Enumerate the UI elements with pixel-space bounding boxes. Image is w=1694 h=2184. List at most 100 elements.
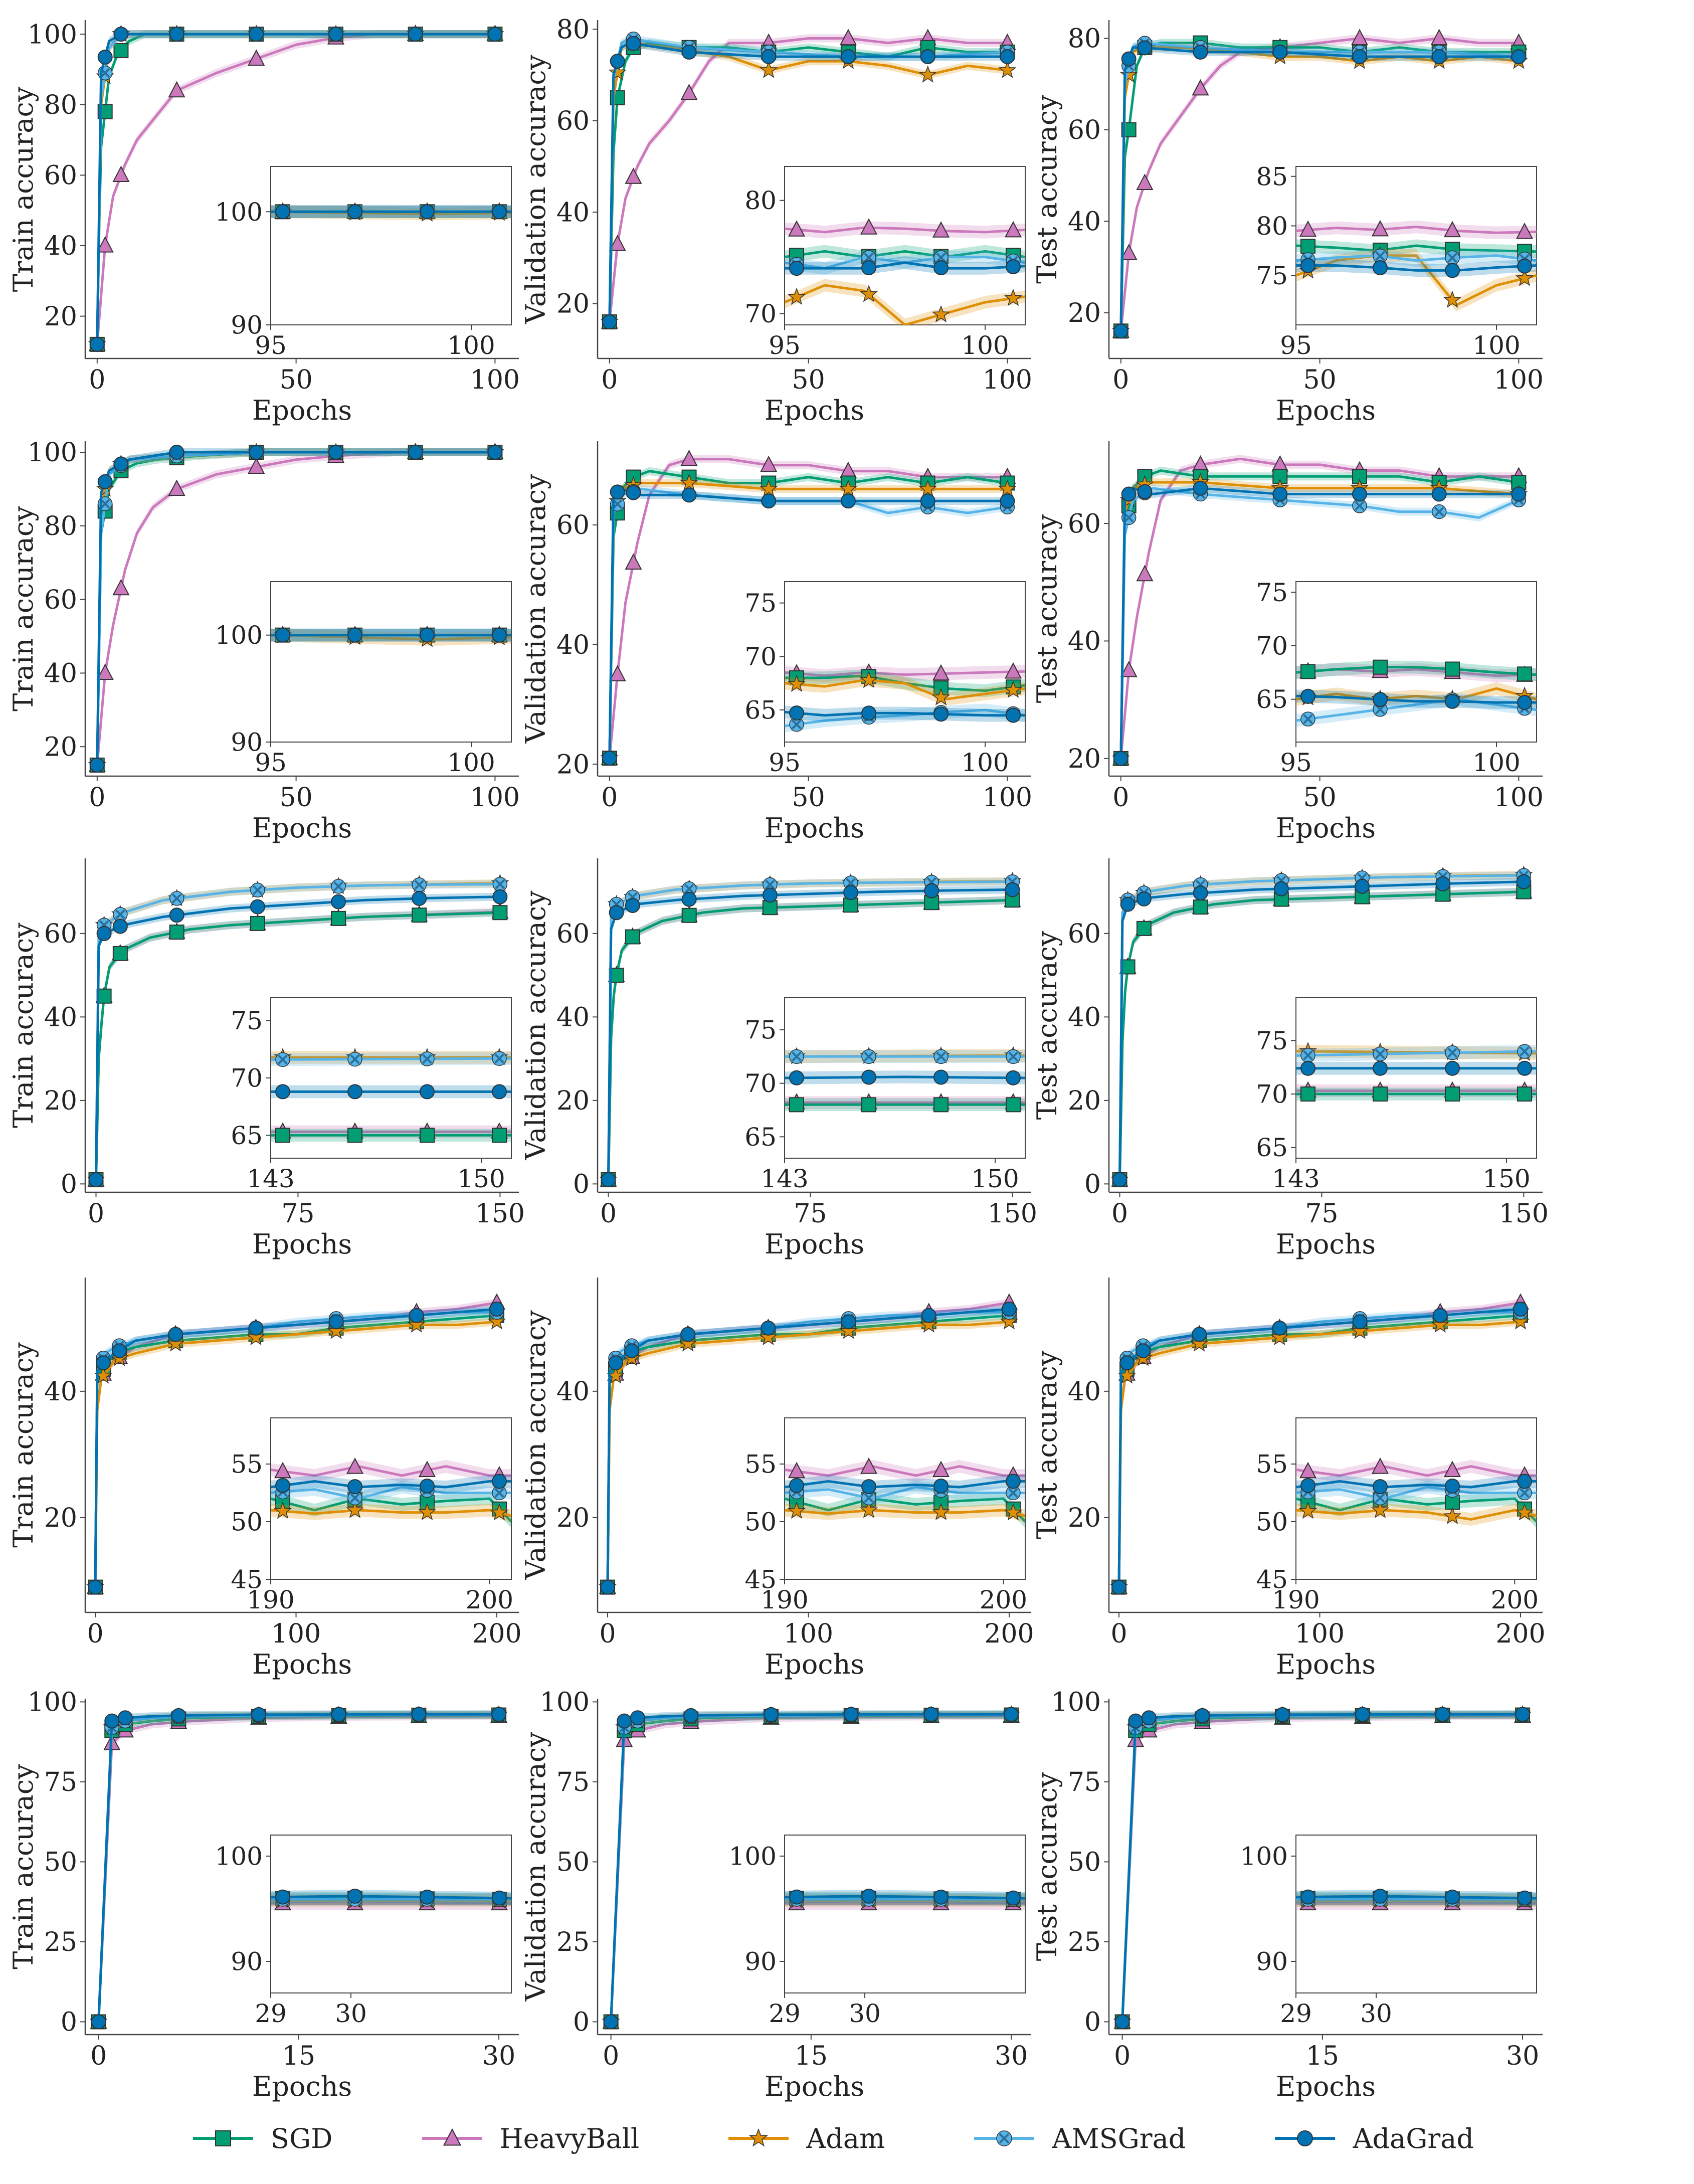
marker-amsgrad (1517, 1044, 1532, 1059)
marker-adagrad (328, 1314, 344, 1330)
marker-adam (787, 674, 806, 692)
y-tick-label: 90 (744, 1947, 777, 1976)
y-tick-label: 20 (1068, 744, 1101, 774)
marker-adagrad (1511, 486, 1527, 502)
x-tick-label: 30 (995, 2041, 1028, 2071)
legend-label: HeavyBall (499, 2122, 640, 2154)
series-line-adam (1296, 687, 1537, 701)
y-tick-label: 90 (231, 1947, 263, 1976)
y-tick-label: 70 (744, 642, 777, 671)
marker-adam (273, 1501, 292, 1519)
marker-adagrad (1272, 1320, 1287, 1336)
y-axis-label: Test accuracy (1031, 1772, 1063, 1961)
marker-adagrad (1005, 882, 1020, 897)
marker-heavyball (1371, 220, 1389, 237)
y-tick-label: 80 (44, 511, 77, 541)
marker-adagrad (347, 204, 362, 220)
series-line-amsgrad (271, 1486, 511, 1500)
marker-adagrad (249, 445, 264, 460)
x-tick-label: 0 (601, 783, 618, 813)
series-line-amsgrad (1296, 698, 1537, 722)
y-tick-label: 40 (44, 659, 77, 689)
x-tick-label: 200 (1491, 1585, 1539, 1614)
marker-heavyball (1120, 661, 1138, 677)
y-tick-label: 50 (1068, 1848, 1101, 1878)
marker-adagrad (861, 260, 876, 276)
y-tick-label: 0 (573, 1170, 590, 1200)
marker-sgd (492, 1128, 507, 1143)
marker-cross (1447, 253, 1457, 263)
marker-adagrad (1373, 260, 1388, 276)
marker-adagrad (1517, 1890, 1532, 1906)
marker (443, 2128, 461, 2146)
marker-adagrad (861, 705, 876, 721)
marker-adagrad (275, 1889, 290, 1905)
x-tick-label: 0 (603, 2041, 619, 2071)
inset-plot: 95 100 70 80 (744, 166, 1026, 360)
x-tick-label: 200 (980, 1585, 1027, 1614)
marker (1297, 2130, 1313, 2146)
marker-adagrad (1114, 2014, 1130, 2030)
y-tick-label: 20 (44, 1503, 77, 1533)
y-tick-label: 45 (1256, 1565, 1288, 1594)
marker-heavyball (112, 579, 130, 596)
marker-amsgrad (933, 1049, 949, 1064)
marker-adagrad (1373, 692, 1388, 707)
marker-adagrad (1352, 49, 1367, 64)
series-line-heavyball (785, 226, 1025, 234)
y-tick-label: 70 (1256, 1080, 1288, 1109)
y-tick-label: 20 (556, 1086, 590, 1116)
y-tick-label: 50 (44, 1848, 77, 1878)
x-tick-label: 95 (1280, 748, 1312, 777)
series-line-amsgrad (1296, 1050, 1537, 1057)
marker-heavyball (609, 665, 626, 681)
y-axis-label: Train accuracy (8, 86, 39, 292)
marker-amsgrad (861, 1490, 876, 1506)
y-tick-label: 25 (44, 1927, 77, 1957)
marker-adam (918, 65, 937, 83)
marker-sgd (789, 1097, 804, 1113)
marker-amsgrad (789, 1049, 804, 1064)
marker-adagrad (1445, 693, 1460, 709)
marker-heavyball (1516, 222, 1534, 239)
marker-adam (680, 473, 698, 491)
x-tick-label: 150 (988, 1199, 1037, 1229)
x-tick-label: 100 (983, 783, 1032, 813)
x-tick-label: 150 (971, 1164, 1019, 1193)
marker-cross (100, 498, 110, 509)
marker-adagrad (88, 1579, 103, 1595)
marker-adagrad (1300, 1478, 1315, 1493)
marker-adagrad (920, 493, 935, 509)
legend-swatch (422, 2128, 482, 2146)
marker-adam (1004, 680, 1023, 698)
series-line-heavyball (1296, 1465, 1537, 1477)
x-tick-label: 100 (983, 365, 1032, 395)
marker-amsgrad (412, 877, 427, 892)
marker-heavyball (274, 1462, 292, 1479)
marker-adam (608, 63, 627, 81)
x-axis-label: Epochs (1276, 395, 1376, 426)
y-tick-label: 75 (44, 1767, 77, 1797)
inset-plot: 143 150 65 70 75 (1256, 997, 1537, 1193)
x-axis-label: Epochs (765, 1228, 864, 1260)
x-tick-label: 30 (1360, 1999, 1392, 2028)
x-axis-label: Epochs (252, 1649, 352, 1680)
marker-heavyball (346, 1458, 364, 1474)
marker-heavyball (932, 221, 950, 238)
x-tick-label: 50 (280, 365, 313, 395)
marker-amsgrad (1431, 504, 1447, 519)
marker-adagrad (491, 1707, 507, 1722)
series-band-adagrad (785, 256, 1025, 275)
marker-sgd (169, 925, 184, 940)
y-tick-label: 0 (1084, 2008, 1101, 2038)
x-tick-label: 190 (1272, 1585, 1320, 1614)
marker-adagrad (1121, 486, 1137, 502)
marker-adagrad (602, 314, 617, 330)
x-tick-label: 143 (1272, 1164, 1320, 1193)
x-tick-label: 100 (1472, 748, 1520, 777)
marker-cross (1375, 1493, 1385, 1503)
marker-adagrad (1272, 44, 1288, 60)
